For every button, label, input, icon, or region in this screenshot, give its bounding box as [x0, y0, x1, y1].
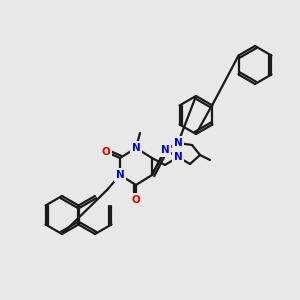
Text: O: O	[102, 147, 110, 157]
Text: N: N	[174, 152, 182, 162]
Text: N: N	[160, 145, 169, 155]
Text: N: N	[174, 138, 182, 148]
Text: N: N	[116, 170, 124, 180]
Text: O: O	[132, 195, 140, 205]
Text: N: N	[132, 143, 140, 153]
